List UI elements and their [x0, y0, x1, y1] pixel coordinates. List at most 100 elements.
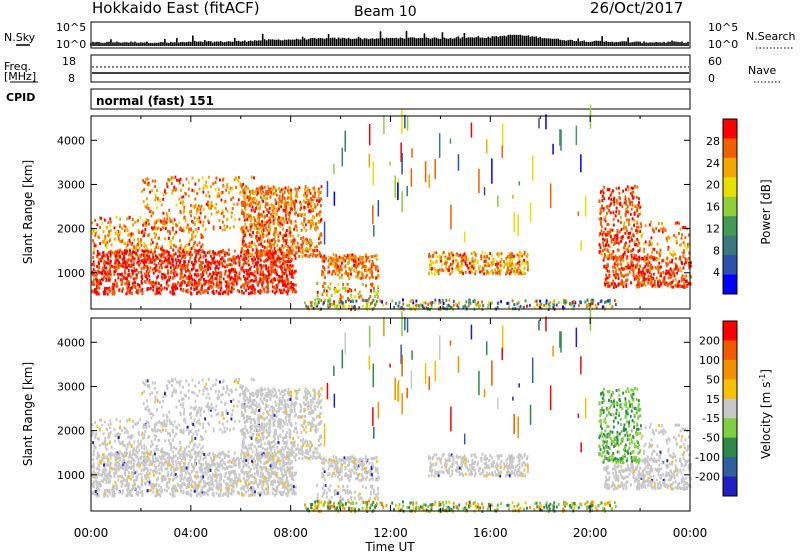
power-cell	[248, 242, 250, 245]
power-cell	[220, 283, 222, 286]
power-cell	[169, 240, 171, 243]
velocity-cell	[175, 454, 177, 457]
power-cell	[353, 269, 355, 272]
power-cell	[226, 275, 228, 278]
power-cell	[275, 251, 277, 254]
power-cell	[250, 191, 252, 194]
power-cell	[628, 244, 630, 247]
power-cell	[193, 205, 195, 208]
power-cell	[196, 219, 198, 222]
power-cell	[144, 228, 146, 231]
power-cell	[243, 215, 245, 218]
power-cell	[623, 282, 625, 285]
power-cell	[517, 253, 519, 256]
power-cell	[227, 292, 229, 295]
power-cell	[602, 233, 604, 236]
power-cell	[93, 278, 95, 281]
power-cell	[190, 274, 192, 277]
power-cell	[361, 256, 363, 259]
power-streak	[369, 124, 371, 145]
power-cell	[123, 224, 125, 227]
power-cell	[527, 266, 529, 269]
power-cell	[362, 283, 364, 286]
power-cell	[662, 228, 664, 231]
power-colorbar-tick: 16	[706, 201, 720, 214]
power-cell	[157, 197, 159, 200]
power-cell	[438, 255, 440, 258]
power-cell	[621, 236, 623, 239]
power-cell	[128, 258, 130, 261]
power-cell	[142, 261, 144, 264]
power-cell	[285, 215, 287, 218]
power-cell	[252, 261, 254, 264]
power-cell	[600, 211, 602, 214]
power-cell	[267, 289, 269, 292]
power-cell	[292, 235, 294, 238]
power-cell	[611, 256, 613, 259]
power-cell	[349, 255, 351, 258]
power-cell	[149, 270, 151, 273]
power-cell	[146, 247, 148, 250]
power-cell	[155, 228, 157, 231]
power-cell	[477, 262, 479, 265]
power-cell	[172, 286, 174, 289]
power-cell	[143, 188, 145, 191]
power-streak	[369, 154, 371, 168]
power-cell	[258, 250, 260, 253]
power-cell	[499, 270, 501, 273]
power-cell	[318, 298, 320, 301]
power-cell	[141, 249, 143, 252]
power-cell	[243, 250, 245, 253]
power-cell	[440, 256, 442, 259]
power-cell	[517, 272, 519, 275]
power-cell	[176, 266, 178, 269]
power-cell	[302, 249, 304, 252]
power-cell	[185, 178, 187, 181]
power-cell	[158, 218, 160, 221]
power-cell	[461, 257, 463, 260]
power-cell	[309, 238, 311, 241]
power-cell	[122, 278, 124, 281]
power-cell	[126, 246, 128, 249]
nave-tick-top: 60	[708, 55, 722, 68]
power-cell	[628, 223, 630, 226]
power-cell	[630, 236, 632, 239]
power-cell	[636, 266, 638, 269]
power-cell	[484, 264, 486, 267]
power-cell	[377, 296, 379, 299]
power-cell	[322, 285, 324, 288]
power-cell	[287, 280, 289, 283]
power-streak	[394, 176, 396, 198]
power-cell	[374, 295, 376, 298]
power-cell	[110, 259, 112, 262]
power-cell	[320, 299, 322, 302]
power-cell	[327, 259, 329, 262]
power-cell	[274, 278, 276, 281]
power-cell	[615, 210, 617, 213]
power-cell	[290, 202, 292, 205]
power-cell	[138, 271, 140, 274]
power-cell	[99, 253, 101, 256]
power-cell	[257, 222, 259, 225]
power-cell	[660, 275, 662, 278]
power-cell	[283, 252, 285, 255]
power-cell	[202, 291, 204, 294]
power-cell	[93, 242, 95, 245]
velocity-cell	[218, 469, 220, 472]
power-streak	[401, 191, 403, 212]
power-cell	[231, 211, 233, 214]
power-cell	[632, 233, 634, 236]
power-cell	[257, 219, 259, 222]
power-cell	[481, 270, 483, 273]
power-cell	[261, 191, 263, 194]
power-cell	[540, 303, 542, 306]
power-cell	[109, 217, 111, 220]
power-cell	[267, 250, 269, 253]
power-cell	[633, 273, 635, 276]
power-cell	[355, 275, 357, 278]
power-cell	[623, 246, 625, 249]
power-cell	[455, 254, 457, 257]
power-cell	[106, 226, 108, 229]
power-cell	[226, 185, 228, 188]
power-cell	[287, 245, 289, 248]
